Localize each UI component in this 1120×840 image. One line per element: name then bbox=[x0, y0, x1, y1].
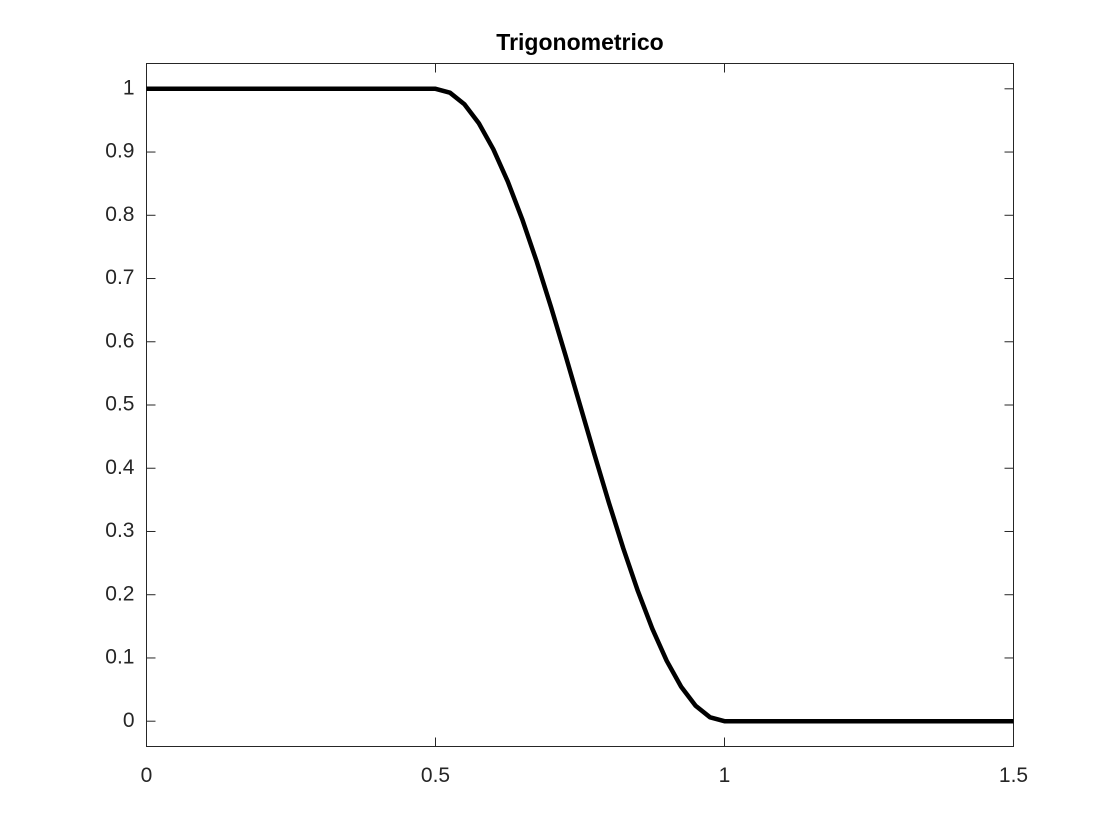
y-tick-label: 0.9 bbox=[105, 140, 134, 163]
y-tick-label: 0 bbox=[123, 709, 135, 732]
data-line bbox=[146, 86, 1014, 724]
x-tick-label: 1.5 bbox=[999, 764, 1028, 787]
y-tick-label: 1 bbox=[123, 76, 135, 99]
chart-title: Trigonometrico bbox=[496, 29, 663, 55]
y-tick-label: 0.1 bbox=[105, 646, 134, 669]
y-tick-label: 0.5 bbox=[105, 393, 134, 416]
y-tick-label: 0.4 bbox=[105, 456, 135, 479]
y-tick-label: 0.8 bbox=[105, 203, 134, 226]
y-tick-label: 0.7 bbox=[105, 266, 134, 289]
x-tick-label: 0.5 bbox=[421, 764, 450, 787]
y-tick-label: 0.6 bbox=[105, 329, 134, 352]
y-tick-label: 0.2 bbox=[105, 582, 134, 605]
x-tick-label: 0 bbox=[141, 764, 153, 787]
y-tick-label: 0.3 bbox=[105, 519, 134, 542]
x-tick-label: 1 bbox=[719, 764, 731, 787]
